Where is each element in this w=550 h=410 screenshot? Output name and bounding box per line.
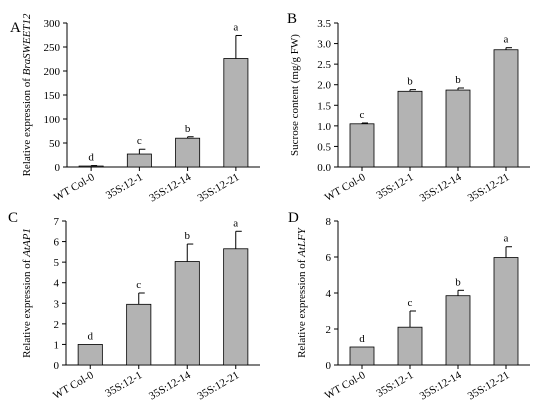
y-tick-label: 2.0: [317, 80, 331, 92]
y-tick-label: 3.0: [317, 39, 331, 51]
bar: [349, 123, 375, 168]
bar: [349, 346, 375, 366]
significance-letter: c: [408, 297, 413, 309]
x-tick-label: 35S:12-1: [103, 369, 144, 400]
y-axis-label: Relative expression of AtLFY: [296, 226, 308, 358]
y-tick-label: 1.5: [317, 100, 331, 112]
y-tick-label: 5: [54, 257, 60, 269]
y-tick-label: 0: [326, 360, 332, 372]
y-tick-label: 1.0: [317, 121, 331, 133]
significance-letter: d: [88, 330, 94, 342]
significance-letter: d: [359, 333, 365, 345]
x-tick-label: 35S:12-1: [375, 369, 416, 400]
significance-letter: c: [136, 279, 141, 291]
y-tick-label: 0.0: [317, 162, 331, 174]
y-tick-label: 3.5: [317, 18, 331, 30]
bar: [126, 303, 152, 366]
y-tick-label: 4: [54, 278, 60, 290]
significance-letter: b: [185, 230, 191, 242]
y-tick-label: 2: [54, 319, 60, 331]
y-axis-label: Sucrose content (mg/g FW): [289, 34, 301, 156]
significance-letter: b: [455, 74, 461, 86]
panel-letter-c: C: [8, 210, 18, 226]
x-tick-label: WT Col-0: [51, 369, 96, 402]
chart-panel-a: 0 50 100 150 200 250 300 Relative expression of…: [21, 13, 260, 205]
y-tick-label: 6: [54, 237, 60, 249]
significance-letter: b: [455, 276, 461, 288]
chart-panel-c: 0 1 2 3 4 5 6 7 Relative expression of AtAP1 d WT …: [21, 216, 260, 403]
y-tick-label: 0: [55, 162, 61, 174]
bar: [445, 89, 471, 168]
x-tick-label: 35S:12-14: [418, 171, 464, 205]
bar: [493, 257, 519, 366]
x-tick-label: 35S:12-14: [147, 369, 193, 403]
bar: [493, 49, 519, 168]
x-tick-label: 35S:12-1: [104, 171, 145, 202]
panel-letter-d: D: [288, 210, 299, 226]
chart-panel-b: 0.0 0.5 1.0 1.5 2.0 2.5 3.0 3.5 Sucrose content …: [289, 18, 530, 205]
bar: [126, 153, 152, 168]
x-tick-label: 35S:12-21: [466, 171, 512, 204]
y-axis-label: Relative expression of AtAP1: [21, 228, 33, 358]
x-tick-label: 35S:12-14: [147, 171, 193, 205]
y-tick-label: 6: [326, 252, 332, 264]
y-tick-label: 100: [44, 114, 61, 126]
significance-letter: a: [504, 34, 509, 46]
x-tick-label: 35S:12-21: [196, 171, 242, 204]
y-tick-label: 8: [326, 216, 332, 228]
significance-letter: a: [233, 21, 238, 33]
significance-letter: b: [185, 123, 191, 135]
y-tick-label: 4: [326, 288, 332, 300]
bar: [78, 165, 104, 168]
bar: [445, 295, 471, 366]
chart-panel-d: 0 2 4 6 8 Relative expression of AtLFY d WT Col…: [296, 216, 530, 403]
y-tick-label: 200: [44, 66, 61, 78]
x-tick-label: 35S:12-21: [466, 369, 512, 402]
bar: [174, 261, 200, 366]
y-tick-label: 7: [54, 216, 60, 228]
x-tick-label: WT Col-0: [52, 171, 97, 204]
y-tick-label: 300: [44, 18, 61, 30]
significance-letter: c: [137, 135, 142, 147]
y-tick-label: 2.5: [317, 59, 331, 71]
bar: [397, 326, 423, 366]
x-tick-label: WT Col-0: [323, 369, 368, 402]
bar: [223, 248, 249, 366]
bar: [223, 58, 249, 168]
bar: [175, 137, 201, 168]
bar: [77, 344, 103, 366]
y-tick-label: 50: [49, 138, 61, 150]
x-tick-label: 35S:12-14: [418, 369, 464, 403]
panel-letter-a: A: [10, 20, 21, 36]
y-tick-label: 0.5: [317, 141, 331, 153]
panel-letter-b: B: [287, 11, 297, 27]
bar: [397, 90, 423, 168]
x-tick-label: 35S:12-1: [375, 171, 416, 202]
y-tick-label: 2: [326, 324, 332, 336]
y-tick-label: 250: [44, 42, 61, 54]
y-axis-label: Relative expression of BraSWEET12: [21, 13, 33, 176]
significance-letter: b: [407, 76, 413, 88]
y-tick-label: 0: [54, 360, 60, 372]
y-tick-label: 3: [54, 298, 60, 310]
significance-letter: d: [88, 152, 94, 164]
y-tick-label: 150: [44, 90, 61, 102]
significance-letter: a: [504, 233, 509, 245]
y-tick-label: 1: [54, 339, 60, 351]
significance-letter: c: [360, 109, 365, 121]
significance-letter: a: [233, 217, 238, 229]
x-tick-label: WT Col-0: [323, 171, 368, 204]
x-tick-label: 35S:12-21: [196, 369, 242, 402]
